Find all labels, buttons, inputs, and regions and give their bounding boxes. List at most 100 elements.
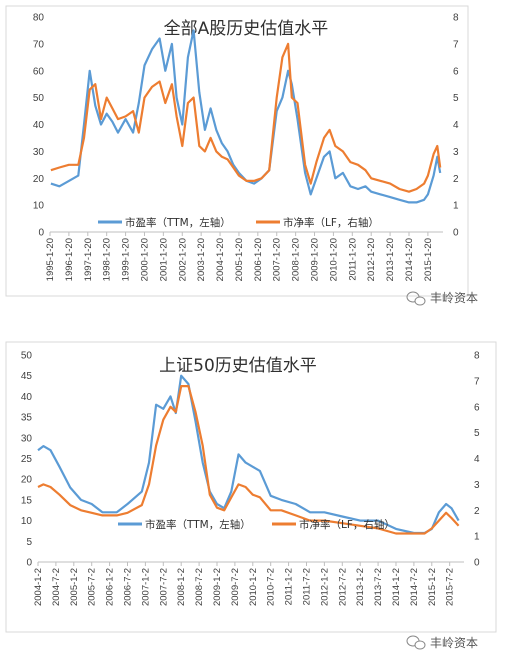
x-tick-label: 2003-1-20 xyxy=(196,238,207,281)
y-left-tick-label: 25 xyxy=(21,454,33,465)
wechat-icon xyxy=(406,291,426,306)
y-right-tick-label: 8 xyxy=(453,13,459,24)
y-left-tick-label: 30 xyxy=(33,147,45,158)
watermark-text: 丰岭资本 xyxy=(430,636,478,650)
y-left-tick-label: 50 xyxy=(33,93,45,104)
x-tick-label: 2012-1-20 xyxy=(366,238,377,281)
y-right-tick-label: 7 xyxy=(474,376,480,387)
y-left-tick-label: 40 xyxy=(21,392,33,403)
legend-label-pe: 市盈率（TTM，左轴） xyxy=(125,216,231,229)
chart-legend: 市盈率（TTM，左轴） 市净率（LF，右轴） xyxy=(118,518,395,531)
y-left-tick-label: 35 xyxy=(21,413,33,424)
y-left-tick-label: 20 xyxy=(33,174,45,185)
x-tick-label: 1997-1-20 xyxy=(83,238,94,281)
x-tick-label: 2011-1-20 xyxy=(347,238,358,281)
x-tick-label: 2012-1-2 xyxy=(319,568,330,606)
legend-label-pb: 市净率（LF，右轴） xyxy=(283,216,379,229)
x-tick-label: 2015-7-2 xyxy=(445,568,456,606)
y-right-tick-label: 4 xyxy=(453,120,459,131)
x-tick-label: 2007-1-2 xyxy=(140,568,151,606)
chart-title: 上证50历史估值水平 xyxy=(159,356,317,376)
x-tick-label: 2004-1-2 xyxy=(33,568,44,606)
watermark-1: 丰岭资本 xyxy=(406,291,478,306)
x-tick-label: 2006-1-20 xyxy=(253,238,264,281)
x-tick-label: 1995-1-20 xyxy=(45,238,56,281)
series-line-pb xyxy=(37,385,460,535)
chart-title: 全部A股历史估值水平 xyxy=(164,19,329,39)
x-tick-label: 2002-1-20 xyxy=(177,238,188,281)
x-tick-label: 2004-7-2 xyxy=(51,568,62,606)
x-tick-label: 2007-1-20 xyxy=(272,238,283,281)
y-left-tick-label: 45 xyxy=(21,371,33,382)
y-left-tick-label: 10 xyxy=(33,201,45,212)
y-left-tick-label: 50 xyxy=(21,351,33,362)
y-right-tick-label: 7 xyxy=(453,39,459,50)
y-right-tick-label: 6 xyxy=(474,402,480,413)
chart-border xyxy=(5,5,469,297)
y-left-tick-label: 30 xyxy=(21,433,33,444)
watermark-text: 丰岭资本 xyxy=(430,291,478,305)
y-left-tick-label: 0 xyxy=(26,558,32,569)
y-right-tick-label: 2 xyxy=(474,506,480,517)
watermark-2: 丰岭资本 xyxy=(406,635,478,650)
x-tick-label: 2009-7-2 xyxy=(230,568,241,606)
y-left-tick-label: 5 xyxy=(26,537,32,548)
chart-legend: 市盈率（TTM，左轴） 市净率（LF，右轴） xyxy=(98,216,379,229)
x-tick-label: 2009-1-2 xyxy=(212,568,223,606)
x-tick-label: 2015-1-20 xyxy=(423,238,434,281)
y-right-tick-label: 2 xyxy=(453,174,459,185)
legend-label-pe: 市盈率（TTM，左轴） xyxy=(145,518,251,531)
x-tick-label: 2014-1-20 xyxy=(404,238,415,281)
wechat-icon xyxy=(406,635,426,650)
y-left-tick-label: 20 xyxy=(21,475,33,486)
y-right-tick-label: 5 xyxy=(453,93,459,104)
series-line-pe xyxy=(50,29,442,204)
y-right-tick-label: 3 xyxy=(474,480,480,491)
x-tick-label: 2006-7-2 xyxy=(122,568,133,606)
x-tick-label: 2009-1-20 xyxy=(310,238,321,281)
y-left-tick-label: 15 xyxy=(21,495,33,506)
x-tick-label: 2012-7-2 xyxy=(337,568,348,606)
x-tick-label: 2005-1-20 xyxy=(234,238,245,281)
x-tick-label: 1998-1-20 xyxy=(102,238,113,281)
series-line-pb xyxy=(50,42,442,193)
x-tick-label: 2011-1-2 xyxy=(284,568,295,605)
x-tick-label: 2000-1-20 xyxy=(139,238,150,281)
y-right-tick-label: 5 xyxy=(474,428,480,439)
y-right-tick-label: 4 xyxy=(474,454,480,465)
y-left-tick-label: 0 xyxy=(38,228,44,239)
x-tick-label: 2010-7-2 xyxy=(266,568,277,606)
x-tick-label: 1996-1-20 xyxy=(64,238,75,281)
y-right-tick-label: 6 xyxy=(453,66,459,77)
x-tick-label: 1999-1-20 xyxy=(121,238,132,281)
x-tick-label: 2013-7-2 xyxy=(373,568,384,606)
x-tick-label: 2005-7-2 xyxy=(87,568,98,606)
y-left-tick-label: 10 xyxy=(21,516,33,527)
x-tick-label: 2015-1-2 xyxy=(427,568,438,606)
x-tick-label: 2005-1-2 xyxy=(69,568,80,606)
y-left-tick-label: 70 xyxy=(33,39,45,50)
y-right-tick-label: 1 xyxy=(474,532,480,543)
x-tick-label: 2008-1-2 xyxy=(176,568,187,606)
x-tick-label: 2008-7-2 xyxy=(194,568,205,606)
x-tick-label: 2008-1-20 xyxy=(291,238,302,281)
x-tick-label: 2013-1-2 xyxy=(355,568,366,606)
legend-label-pb: 市净率（LF，右轴） xyxy=(299,518,395,531)
y-right-tick-label: 0 xyxy=(474,558,480,569)
series-line-pe xyxy=(37,374,460,535)
y-right-tick-label: 8 xyxy=(474,351,480,362)
x-tick-label: 2014-7-2 xyxy=(409,568,420,606)
x-tick-label: 2013-1-20 xyxy=(385,238,396,281)
x-tick-label: 2010-1-2 xyxy=(248,568,259,606)
x-tick-label: 2014-1-2 xyxy=(391,568,402,606)
y-left-tick-label: 80 xyxy=(33,13,45,24)
x-tick-label: 2010-1-20 xyxy=(328,238,339,281)
y-right-tick-label: 0 xyxy=(453,228,459,239)
y-right-tick-label: 3 xyxy=(453,147,459,158)
chart-border xyxy=(5,341,497,633)
x-tick-label: 2001-1-20 xyxy=(158,238,169,281)
x-tick-label: 2006-1-2 xyxy=(105,568,116,606)
x-tick-label: 2004-1-20 xyxy=(215,238,226,281)
